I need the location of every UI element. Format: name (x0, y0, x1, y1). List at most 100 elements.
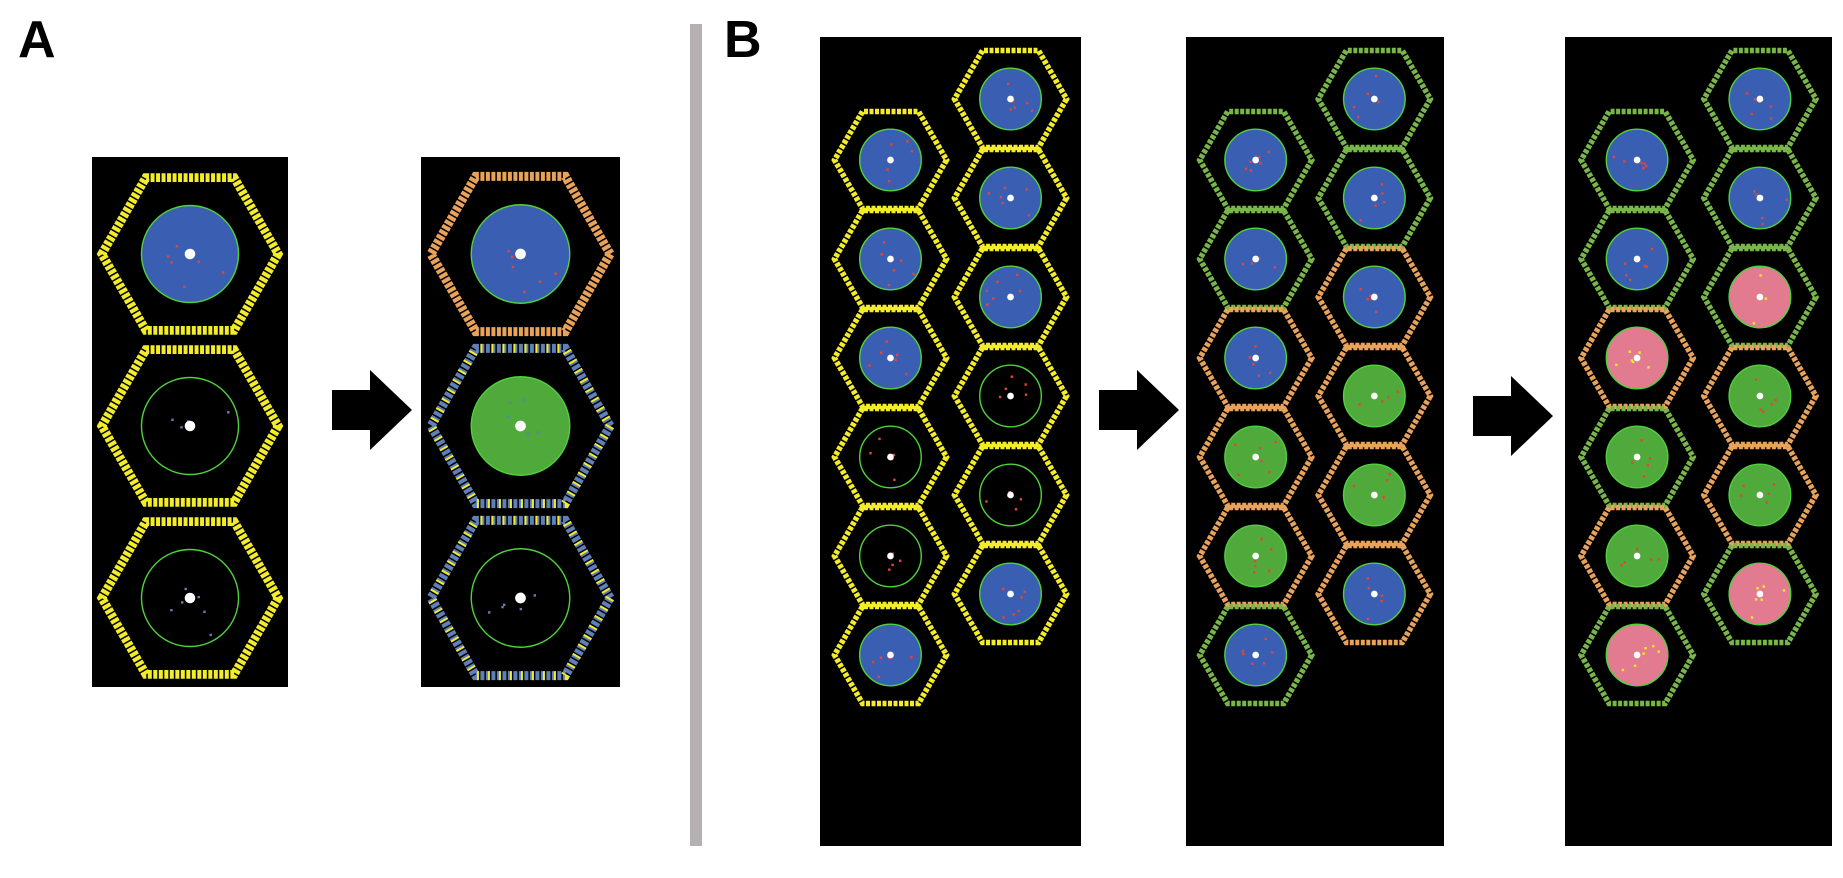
particle (1767, 492, 1770, 495)
particle (1754, 598, 1758, 601)
hex-cell (1577, 108, 1697, 212)
hex-border (831, 405, 950, 509)
particle (209, 633, 212, 637)
panel-b-stage2-frame (1186, 37, 1444, 846)
particle (1271, 651, 1274, 654)
panel-a-before-frame (92, 157, 288, 687)
particle (538, 280, 542, 283)
empty-ring (979, 463, 1043, 527)
particle (1377, 100, 1380, 104)
hex-border (96, 173, 284, 335)
particle (1760, 598, 1763, 601)
particle (1241, 649, 1245, 653)
center-dot (887, 156, 894, 164)
particle (166, 255, 170, 258)
particle (1274, 440, 1277, 444)
hex-border-accent (425, 343, 616, 509)
center-dot (515, 420, 526, 432)
hex-border (1577, 405, 1697, 509)
particle (987, 192, 990, 195)
hex-cell (951, 146, 1070, 250)
center-dot (1633, 552, 1641, 560)
particle (1633, 664, 1637, 667)
particle (184, 587, 187, 591)
particle (180, 426, 183, 429)
hex-border (1196, 108, 1315, 212)
particle (1383, 200, 1386, 204)
hex-border (1700, 344, 1820, 448)
particle (910, 150, 914, 153)
particle (888, 568, 891, 571)
particle (1638, 351, 1641, 354)
hex-border (1315, 542, 1434, 646)
center-dot (1370, 293, 1378, 301)
center-dot (887, 255, 894, 263)
particle (992, 297, 995, 300)
particle (1254, 565, 1257, 568)
particle (1646, 464, 1649, 467)
hex-cell (1315, 542, 1434, 646)
hex-cell (951, 443, 1070, 547)
particle (1770, 403, 1774, 406)
particle (1631, 461, 1634, 464)
particle (1380, 594, 1384, 597)
particle (1016, 273, 1019, 277)
hex-cell (1315, 47, 1434, 151)
particle (1761, 222, 1764, 226)
center-dot (1252, 255, 1260, 263)
hex-cell (1315, 344, 1434, 448)
particle (1268, 471, 1271, 474)
hex-border (951, 47, 1070, 151)
hex-border (831, 108, 950, 212)
particle (526, 433, 530, 436)
hex-cell (1577, 603, 1697, 707)
hex-cell (1577, 306, 1697, 410)
particle (1764, 297, 1768, 300)
particle (868, 364, 871, 367)
particle (1273, 266, 1277, 269)
particle (1740, 494, 1743, 497)
particle (1268, 569, 1271, 573)
particle (1366, 92, 1369, 95)
hex-border (1577, 306, 1697, 410)
particle (1765, 501, 1769, 504)
particle (872, 660, 875, 664)
right-arrow-icon (332, 370, 412, 450)
particle (1625, 274, 1628, 277)
particle (880, 253, 883, 256)
hex-cell (1196, 306, 1315, 410)
particle (885, 340, 888, 343)
particle (1374, 74, 1378, 78)
particle (181, 601, 184, 604)
center-dot (1252, 354, 1260, 362)
particle (523, 290, 526, 294)
particle (1014, 508, 1018, 511)
hex-cell (831, 108, 950, 212)
center-dot (1370, 95, 1378, 103)
particle (1026, 101, 1029, 105)
hex-border (1196, 603, 1315, 707)
hex-cell (96, 345, 284, 507)
particle (1359, 219, 1363, 222)
hex-border (1700, 443, 1820, 547)
empty-ring (470, 548, 571, 648)
particle (899, 259, 903, 262)
particle (1746, 92, 1749, 95)
particle (1615, 363, 1618, 366)
particle (1251, 662, 1254, 665)
panel-b-stage1-svg (831, 47, 1070, 707)
particle (892, 269, 896, 272)
hex-border (831, 603, 950, 707)
particle (1019, 498, 1023, 501)
particle (1396, 390, 1399, 393)
particle (170, 261, 173, 264)
particle (522, 398, 525, 402)
particle (1649, 558, 1653, 561)
particle (1635, 547, 1639, 551)
center-dot (887, 453, 894, 461)
particle (1754, 378, 1758, 381)
hex-border (1315, 443, 1434, 547)
particle (1269, 371, 1272, 375)
particle (892, 453, 895, 457)
hex-cell (1700, 542, 1820, 646)
